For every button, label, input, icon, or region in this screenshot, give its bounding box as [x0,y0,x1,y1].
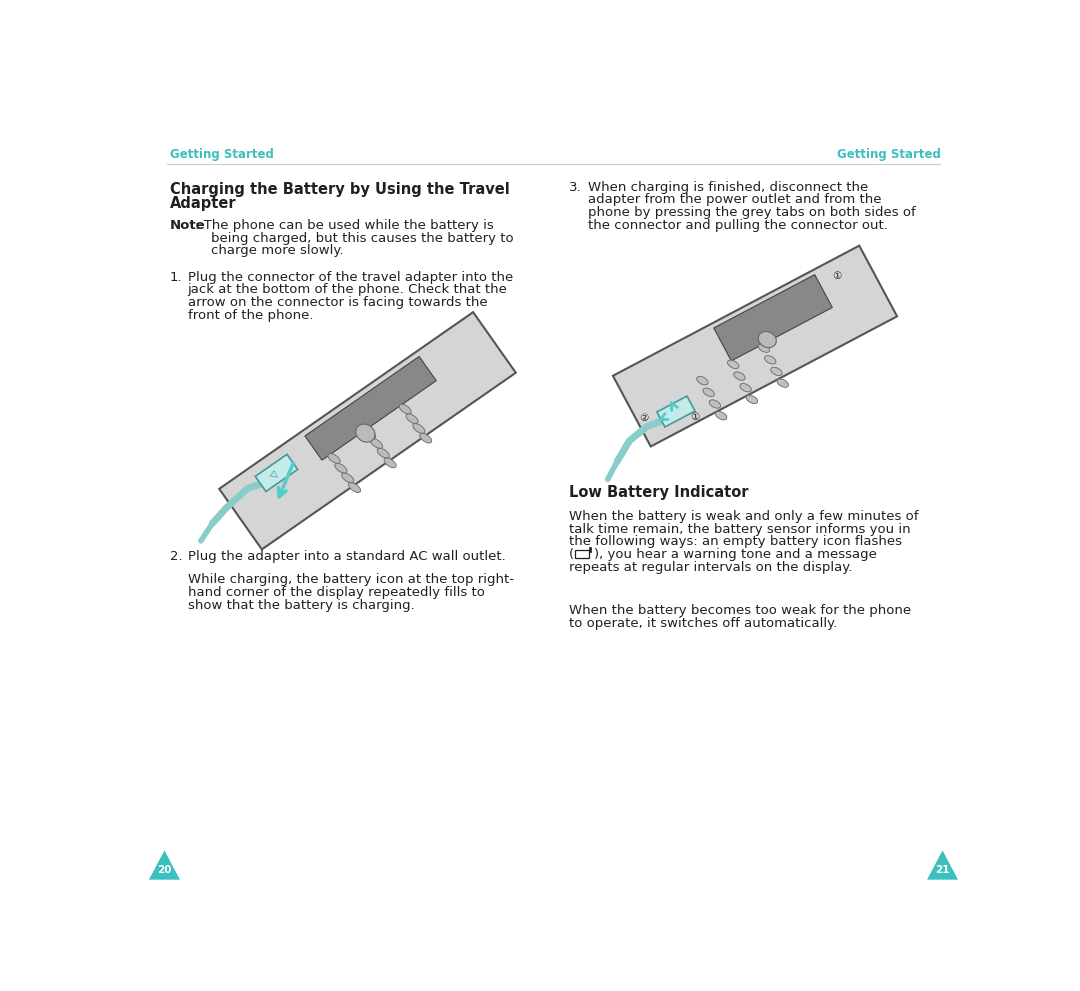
Text: ), you hear a warning tone and a message: ), you hear a warning tone and a message [594,548,877,561]
Text: When the battery becomes too weak for the phone: When the battery becomes too weak for th… [569,605,912,617]
Ellipse shape [715,411,727,420]
Text: phone by pressing the grey tabs on both sides of: phone by pressing the grey tabs on both … [589,206,916,219]
Bar [576,550,590,558]
Ellipse shape [364,429,376,439]
Ellipse shape [758,344,770,353]
Ellipse shape [771,368,782,376]
Ellipse shape [406,414,418,423]
Polygon shape [657,396,696,427]
Ellipse shape [740,384,752,391]
Polygon shape [149,850,180,880]
Ellipse shape [377,448,390,458]
Ellipse shape [328,454,340,464]
Text: ②: ② [638,412,648,423]
Text: 21: 21 [935,865,949,875]
Text: 20: 20 [158,865,172,875]
Text: Getting Started: Getting Started [837,148,941,161]
Ellipse shape [746,395,758,403]
Text: ①: ① [690,412,700,422]
Polygon shape [305,357,436,460]
Text: Getting Started: Getting Started [170,148,273,161]
Ellipse shape [758,332,777,348]
Ellipse shape [355,424,375,442]
Text: charge more slowly.: charge more slowly. [211,245,343,258]
Text: arrow on the connector is facing towards the: arrow on the connector is facing towards… [188,296,487,309]
Text: ①: ① [833,271,841,280]
Text: 2.: 2. [170,550,183,563]
Text: ▷: ▷ [269,468,281,481]
Text: talk time remain, the battery sensor informs you in: talk time remain, the battery sensor inf… [569,523,910,536]
Ellipse shape [370,439,382,448]
Ellipse shape [777,379,788,387]
Text: being charged, but this causes the battery to: being charged, but this causes the batte… [211,232,514,245]
Text: repeats at regular intervals on the display.: repeats at regular intervals on the disp… [569,561,852,574]
Text: 3.: 3. [569,180,582,193]
Text: When the battery is weak and only a few minutes of: When the battery is weak and only a few … [569,510,918,523]
Ellipse shape [341,473,354,483]
Ellipse shape [384,458,396,468]
Ellipse shape [733,372,745,381]
Polygon shape [927,850,958,880]
Text: show that the battery is charging.: show that the battery is charging. [188,599,415,611]
Text: (: ( [569,548,575,561]
Text: the following ways: an empty battery icon flashes: the following ways: an empty battery ico… [569,535,902,548]
Ellipse shape [710,399,720,408]
Text: Plug the adapter into a standard AC wall outlet.: Plug the adapter into a standard AC wall… [188,550,505,563]
Ellipse shape [349,483,361,493]
Text: : The phone can be used while the battery is: : The phone can be used while the batter… [194,219,494,232]
Text: jack at the bottom of the phone. Check that the: jack at the bottom of the phone. Check t… [188,283,508,296]
Text: When charging is finished, disconnect the: When charging is finished, disconnect th… [589,180,868,193]
Ellipse shape [335,464,347,473]
Text: Charging the Battery by Using the Travel: Charging the Battery by Using the Travel [170,182,510,197]
Text: Plug the connector of the travel adapter into the: Plug the connector of the travel adapter… [188,271,513,283]
Ellipse shape [420,433,432,443]
Text: to operate, it switches off automatically.: to operate, it switches off automaticall… [569,616,837,629]
Text: hand corner of the display repeatedly fills to: hand corner of the display repeatedly fi… [188,586,485,599]
Bar [590,547,592,552]
Text: front of the phone.: front of the phone. [188,309,313,322]
Ellipse shape [413,423,424,433]
Text: Note: Note [170,219,205,232]
Text: Low Battery Indicator: Low Battery Indicator [569,485,748,499]
Ellipse shape [765,356,775,364]
Text: 1.: 1. [170,271,183,283]
Polygon shape [255,454,298,492]
Polygon shape [714,275,833,361]
Text: the connector and pulling the connector out.: the connector and pulling the connector … [589,219,888,232]
Ellipse shape [703,388,714,396]
Text: adapter from the power outlet and from the: adapter from the power outlet and from t… [589,193,882,206]
Ellipse shape [728,360,739,369]
Ellipse shape [697,377,708,385]
Polygon shape [219,312,516,549]
Text: While charging, the battery icon at the top right-: While charging, the battery icon at the … [188,573,514,587]
Polygon shape [613,246,897,447]
Text: Adapter: Adapter [170,195,237,210]
Ellipse shape [400,404,411,414]
